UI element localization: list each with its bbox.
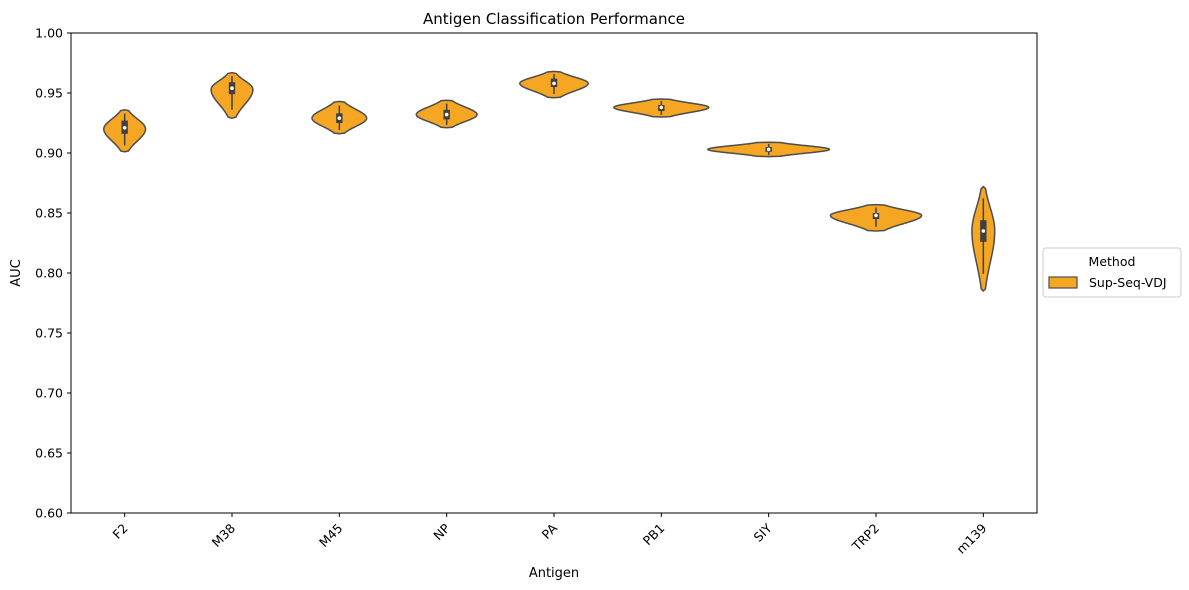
x-tick-label: NP — [430, 520, 453, 543]
x-tick-label: m139 — [953, 520, 989, 556]
y-tick-label: 0.80 — [35, 266, 63, 281]
chart-title: Antigen Classification Performance — [423, 10, 685, 28]
violin-median — [444, 112, 449, 117]
violin-m139 — [971, 185, 996, 293]
violin-m45 — [311, 100, 368, 135]
legend-swatch — [1048, 276, 1078, 289]
x-tick-label: PA — [539, 520, 561, 542]
y-tick-label: 0.90 — [35, 146, 63, 161]
x-axis-label: Antigen — [529, 566, 579, 581]
violin-pa — [519, 70, 589, 99]
violin-f2 — [103, 109, 147, 153]
violin-siy — [706, 141, 831, 158]
y-axis-label: AUC — [9, 259, 24, 287]
violin-m38 — [210, 71, 254, 119]
violin-median — [766, 147, 771, 152]
violin-median — [981, 229, 986, 233]
x-tick-label: SIY — [751, 520, 775, 544]
x-tick-label: F2 — [109, 521, 130, 542]
x-tick-label: TRP2 — [848, 521, 882, 555]
violin-median — [337, 116, 342, 120]
x-tick-label: M45 — [316, 521, 345, 550]
violin-np — [415, 99, 478, 129]
violin-median — [230, 86, 234, 90]
y-tick-label: 0.75 — [35, 326, 63, 341]
legend-title: Method — [1089, 254, 1136, 269]
x-tick-label: PB1 — [640, 521, 668, 549]
y-tick-label: 0.95 — [35, 86, 63, 101]
violin-median — [552, 81, 556, 86]
x-axis: F2 M38 M45 NP PA PB1 SIY TRP2 m139 — [109, 513, 989, 557]
y-tick-label: 0.85 — [35, 206, 63, 221]
violin-median — [874, 213, 878, 218]
y-tick-label: 0.70 — [35, 386, 63, 401]
y-tick-label: 0.60 — [35, 506, 63, 521]
violins — [103, 70, 996, 293]
plot-area — [70, 32, 1038, 514]
legend: Method Sup-Seq-VDJ — [1042, 247, 1182, 298]
violin-pb1 — [613, 98, 710, 118]
legend-entry-sup-seq-vdj: Sup-Seq-VDJ — [1089, 275, 1167, 290]
y-tick-label: 0.65 — [35, 446, 63, 461]
violin-median — [122, 126, 127, 130]
y-tick-label: 1.00 — [35, 26, 63, 41]
plot-frame — [70, 32, 1038, 514]
x-tick-label: M38 — [209, 520, 239, 550]
y-axis: 0.60 0.65 0.70 0.75 0.80 0.85 0.90 0.95 1.00 — [35, 26, 71, 521]
violin-trp2 — [829, 203, 923, 232]
violin-median — [659, 105, 664, 110]
